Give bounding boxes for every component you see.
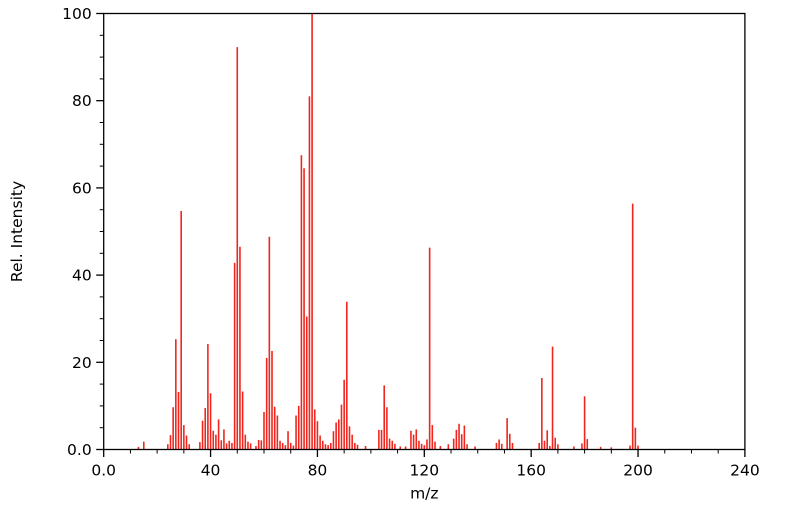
spectrum-bars	[137, 13, 639, 450]
y-axis-label: Rel. Intensity	[8, 181, 26, 282]
y-tick-label: 20	[72, 354, 92, 372]
x-tick-label: 80	[308, 462, 328, 480]
x-tick-label: 240	[730, 462, 760, 480]
x-tick-label: 0.0	[91, 462, 116, 480]
y-tick-label: 80	[72, 92, 92, 110]
axes	[96, 12, 746, 457]
x-tick-label: 40	[201, 462, 221, 480]
plot-frame	[103, 12, 746, 451]
y-tick-label: 0.0	[67, 441, 92, 459]
tick-labels: 0.0 40 80 120 160 200 240 0.0 20 40 60 80 100	[62, 5, 760, 480]
y-tick-label: 100	[62, 5, 92, 23]
y-tick-label: 40	[72, 267, 92, 285]
x-axis-label: m/z	[410, 485, 438, 503]
y-tick-label: 60	[72, 179, 92, 197]
x-tick-label: 120	[410, 462, 440, 480]
x-tick-label: 200	[623, 462, 653, 480]
x-tick-label: 160	[516, 462, 546, 480]
